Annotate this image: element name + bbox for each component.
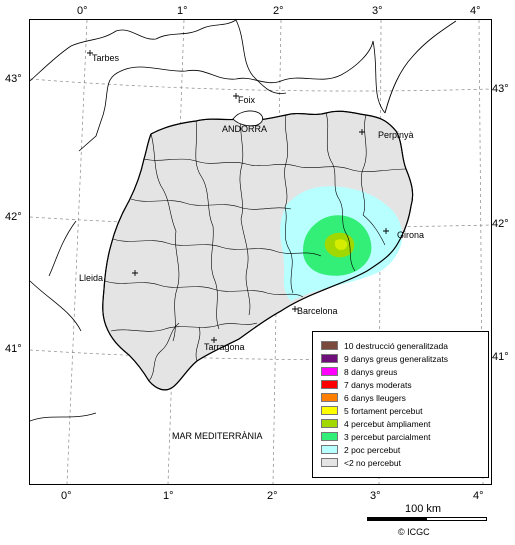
- bottom-tick-0: 0°: [61, 490, 72, 502]
- legend-label: 3 percebut parcialment: [344, 431, 431, 442]
- label-perpinya: Perpinyà: [378, 130, 414, 140]
- intensity-legend: 10 destrucció generalitzada 9 danys greu…: [312, 331, 489, 478]
- label-andorra: ANDORRA: [222, 124, 268, 134]
- legend-label: 5 fortament percebut: [344, 405, 423, 416]
- legend-swatch: [321, 354, 338, 363]
- city-markers: [87, 50, 389, 343]
- bottom-tick-3: 3°: [370, 490, 381, 502]
- barcelona-marker: [292, 306, 298, 312]
- french-coast: [384, 20, 457, 114]
- legend-label: 7 danys moderats: [344, 379, 412, 390]
- legend-row: 4 percebut àmpliament: [321, 417, 430, 430]
- legend-row: 2 poc percebut: [321, 443, 400, 456]
- legend-label: 8 danys greus: [344, 366, 398, 377]
- legend-swatch: [321, 341, 338, 350]
- legend-swatch: [321, 419, 338, 428]
- legend-row: 3 percebut parcialment: [321, 430, 430, 443]
- legend-swatch: [321, 406, 338, 415]
- legend-row: 10 destrucció generalitzada: [321, 339, 448, 352]
- tarbes-marker: [87, 50, 93, 56]
- right-tick-41: 41°: [492, 351, 509, 363]
- label-lleida: Lleida: [79, 273, 104, 283]
- legend-swatch: [321, 445, 338, 454]
- andorra-area: [232, 110, 263, 127]
- tarragona-marker: [211, 337, 217, 343]
- bottom-tick-4: 4°: [473, 490, 484, 502]
- top-tick-3: 3°: [372, 5, 383, 17]
- bottom-tick-2: 2°: [267, 490, 278, 502]
- legend-label: 2 poc percebut: [344, 444, 401, 455]
- legend-swatch: [321, 458, 338, 467]
- legend-row: 5 fortament percebut: [321, 404, 422, 417]
- credit-label: © ICGC: [398, 527, 430, 537]
- top-tick-1: 1°: [177, 5, 188, 17]
- legend-row: 6 danys lleugers: [321, 391, 406, 404]
- legend-swatch: [321, 367, 338, 376]
- legend-swatch: [321, 432, 338, 441]
- legend-label: 9 danys greus generalitzats: [344, 353, 448, 364]
- scale-bar: [367, 517, 487, 521]
- perpinya-marker: [359, 129, 365, 135]
- left-tick-43: 43°: [5, 73, 22, 85]
- legend-label: <2 no percebut: [344, 457, 401, 468]
- scale-bar-segment: [368, 518, 427, 520]
- label-foix: Foix: [238, 95, 256, 105]
- label-sea: MAR MEDITERRÀNIA: [172, 431, 263, 441]
- neighbour-borders: [30, 20, 386, 422]
- legend-label: 4 percebut àmpliament: [344, 418, 431, 429]
- legend-swatch: [321, 393, 338, 402]
- legend-swatch: [321, 380, 338, 389]
- legend-row: <2 no percebut: [321, 456, 401, 469]
- catalonia-outline: [102, 110, 414, 391]
- label-girona: Girona: [397, 230, 425, 240]
- top-tick-0: 0°: [77, 5, 88, 17]
- label-tarbes: Tarbes: [92, 53, 120, 63]
- right-tick-42: 42°: [492, 218, 509, 230]
- legend-row: 8 danys greus: [321, 365, 397, 378]
- left-tick-42: 42°: [5, 211, 22, 223]
- legend-label: 10 destrucció generalitzada: [344, 340, 448, 351]
- foix-marker: [233, 93, 239, 99]
- girona-marker: [383, 228, 389, 234]
- left-tick-41: 41°: [5, 343, 22, 355]
- legend-row: 9 danys greus generalitzats: [321, 352, 448, 365]
- comarca-boundaries: [104, 112, 407, 382]
- label-tarragona: Tarragona: [204, 342, 245, 352]
- right-tick-43: 43°: [492, 83, 509, 95]
- bottom-tick-1: 1°: [163, 490, 174, 502]
- top-tick-2: 2°: [273, 5, 284, 17]
- label-barcelona: Barcelona: [297, 306, 338, 316]
- scale-label: 100 km: [405, 503, 442, 515]
- top-tick-4: 4°: [470, 5, 481, 17]
- legend-row: 7 danys moderats: [321, 378, 412, 391]
- intensity-5-area: [334, 239, 348, 250]
- lleida-marker: [132, 270, 138, 276]
- legend-label: 6 danys lleugers: [344, 392, 406, 403]
